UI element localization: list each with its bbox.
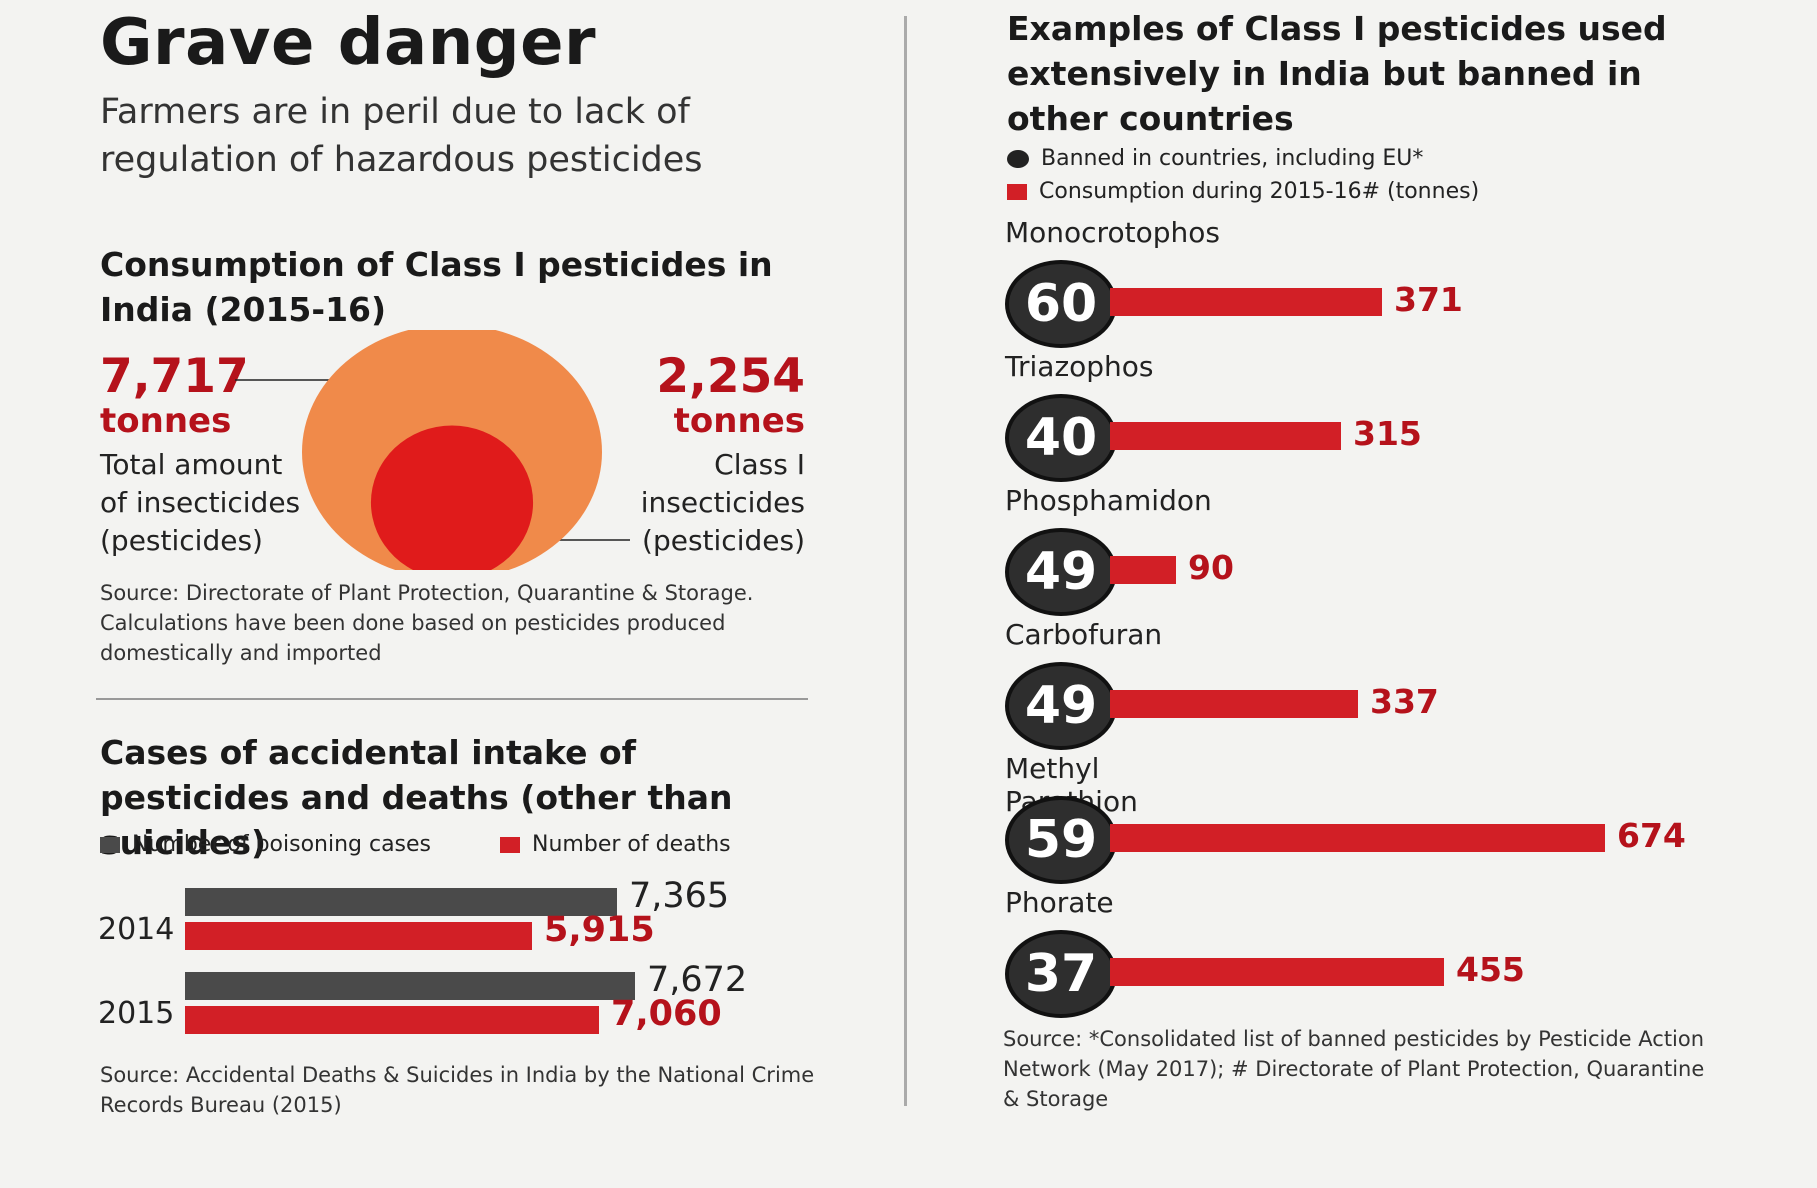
consumption-value-label: 371 <box>1394 280 1463 319</box>
banned-legend: Banned in countries, including EU* Consu… <box>1007 146 1479 204</box>
legend-label-cases: Number of poisoning cases <box>132 832 432 857</box>
page-title: Grave danger <box>100 6 597 80</box>
consumption-bar <box>1110 824 1605 852</box>
banned-countries-circle: 60 <box>1005 260 1117 348</box>
accidents-heading: Cases of accidental intake of pesticides… <box>100 733 733 862</box>
consumption-value-label: 674 <box>1617 816 1686 855</box>
total-callout: 7,717 tonnes Total amount of insecticide… <box>100 352 315 560</box>
class1-label: Class I insecticides (pesticides) <box>640 448 805 557</box>
banned-countries-circle: 49 <box>1005 662 1117 750</box>
total-value: 7,717 <box>100 349 249 404</box>
pesticide-name: Monocrotophos <box>1005 216 1220 249</box>
consumption-bar <box>1110 690 1358 718</box>
legend-swatch-cases <box>100 837 120 853</box>
deaths-value-label: 5,915 <box>544 910 655 950</box>
consumption-value-label: 337 <box>1370 682 1439 721</box>
consumption-value-label: 90 <box>1188 548 1234 587</box>
legend-label-banned: Banned in countries, including EU* <box>1041 146 1424 171</box>
total-label: Total amount of insecticides (pesticides… <box>100 448 301 557</box>
class1-bubble <box>370 425 534 570</box>
consumption-source: Source: Directorate of Plant Protection,… <box>100 581 754 665</box>
consumption-value-label: 315 <box>1353 414 1422 453</box>
pesticide-name: Triazophos <box>1005 350 1154 383</box>
consumption-bar <box>1110 556 1176 584</box>
consumption-bar <box>1110 288 1382 316</box>
banned-source: Source: *Consolidated list of banned pes… <box>1003 1027 1705 1111</box>
consumption-value-label: 455 <box>1456 950 1525 989</box>
pesticide-name: Phorate <box>1005 886 1114 919</box>
section-divider <box>96 698 808 700</box>
cases-value-label: 7,672 <box>647 960 748 1000</box>
accidents-source: Source: Accidental Deaths & Suicides in … <box>100 1063 815 1117</box>
deaths-value-label: 7,060 <box>611 994 722 1034</box>
total-unit: tonnes <box>100 401 232 441</box>
cases-bar <box>185 972 635 1000</box>
legend-label-deaths: Number of deaths <box>532 832 731 857</box>
column-divider <box>904 16 907 1106</box>
year-label: 2015 <box>98 996 175 1031</box>
pesticide-name: Carbofuran <box>1005 618 1163 651</box>
legend-swatch-consumption <box>1007 184 1027 200</box>
deaths-bar <box>185 922 532 950</box>
banned-countries-circle: 40 <box>1005 394 1117 482</box>
consumption-bar <box>1110 958 1444 986</box>
legend-label-consumption: Consumption during 2015-16# (tonnes) <box>1039 179 1480 204</box>
class1-value: 2,254 <box>656 349 805 404</box>
banned-countries-circle: 59 <box>1005 796 1117 884</box>
year-label: 2014 <box>98 912 175 947</box>
class1-unit: tonnes <box>673 401 805 441</box>
accidents-legend: Number of poisoning cases Number of deat… <box>100 832 731 857</box>
legend-swatch-banned <box>1007 150 1029 168</box>
page-subtitle: Farmers are in peril due to lack of regu… <box>100 92 703 180</box>
banned-countries-circle: 37 <box>1005 930 1117 1018</box>
consumption-heading: Consumption of Class I pesticides in Ind… <box>100 245 773 329</box>
cases-value-label: 7,365 <box>629 876 730 916</box>
banned-heading: Examples of Class I pesticides used exte… <box>1007 9 1667 138</box>
cases-bar <box>185 888 617 916</box>
consumption-bar <box>1110 422 1341 450</box>
legend-swatch-deaths <box>500 837 521 853</box>
deaths-bar <box>185 1006 599 1034</box>
banned-countries-circle: 49 <box>1005 528 1117 616</box>
consumption-bubble-chart <box>235 330 630 570</box>
pesticide-name: Phosphamidon <box>1005 484 1212 517</box>
class1-callout: 2,254 tonnes Class I insecticides (pesti… <box>600 352 805 560</box>
